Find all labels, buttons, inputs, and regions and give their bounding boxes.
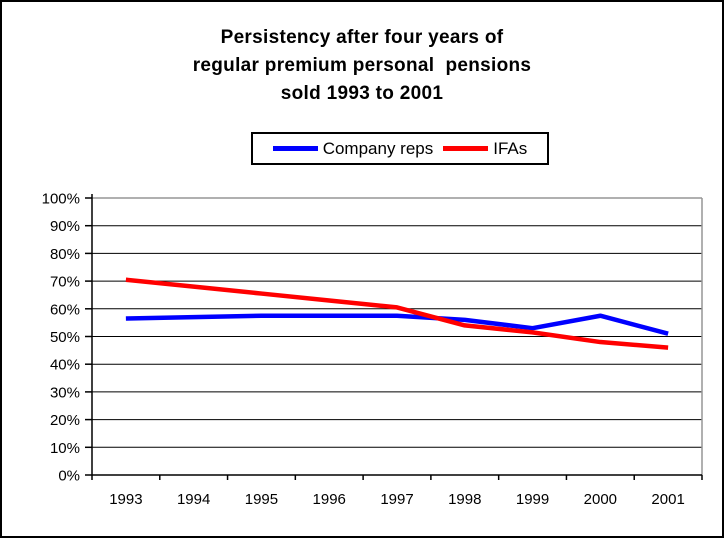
- chart-title: Persistency after four years of regular …: [2, 24, 722, 108]
- y-tick-label: 40%: [50, 357, 80, 374]
- y-tick-label: 100%: [42, 191, 80, 208]
- x-tick-label: 1997: [380, 491, 413, 508]
- x-tick-label: 1999: [516, 491, 549, 508]
- legend-line-sample-company-reps: [272, 146, 318, 151]
- legend-item-company-reps: Company reps: [272, 138, 434, 159]
- chart-legend: Company reps IFAs: [251, 132, 549, 165]
- x-tick-label: 1998: [448, 491, 481, 508]
- legend-item-ifas: IFAs: [443, 139, 527, 159]
- y-tick-label: 10%: [50, 440, 80, 457]
- y-tick-label: 70%: [50, 274, 80, 291]
- legend-label-ifas: IFAs: [493, 138, 528, 158]
- legend-line-sample-ifas: [443, 146, 489, 151]
- y-tick-label: 60%: [50, 301, 80, 318]
- y-tick-label: 0%: [58, 468, 80, 485]
- y-tick-label: 90%: [50, 218, 80, 235]
- x-tick-label: 1995: [245, 491, 278, 508]
- chart-title-line2: regular premium personal pensions: [192, 55, 532, 76]
- series-line-ifas: [125, 277, 669, 350]
- chart-title-line3: sold 1993 to 2001: [280, 83, 444, 104]
- chart-title-line1: Persistency after four years of: [220, 27, 504, 48]
- x-tick-label: 1993: [109, 491, 142, 508]
- series-line-company-reps: [125, 313, 669, 336]
- y-tick-label: 30%: [50, 384, 80, 401]
- y-tick-label: 50%: [50, 329, 80, 346]
- x-tick-label: 1994: [177, 491, 210, 508]
- y-tick-label: 20%: [50, 412, 80, 429]
- legend-label-company-reps: Company reps: [322, 138, 434, 158]
- x-tick-label: 2000: [584, 491, 617, 508]
- x-tick-label: 2001: [651, 491, 684, 508]
- x-tick-label: 1996: [313, 491, 346, 508]
- y-tick-label: 80%: [50, 246, 80, 263]
